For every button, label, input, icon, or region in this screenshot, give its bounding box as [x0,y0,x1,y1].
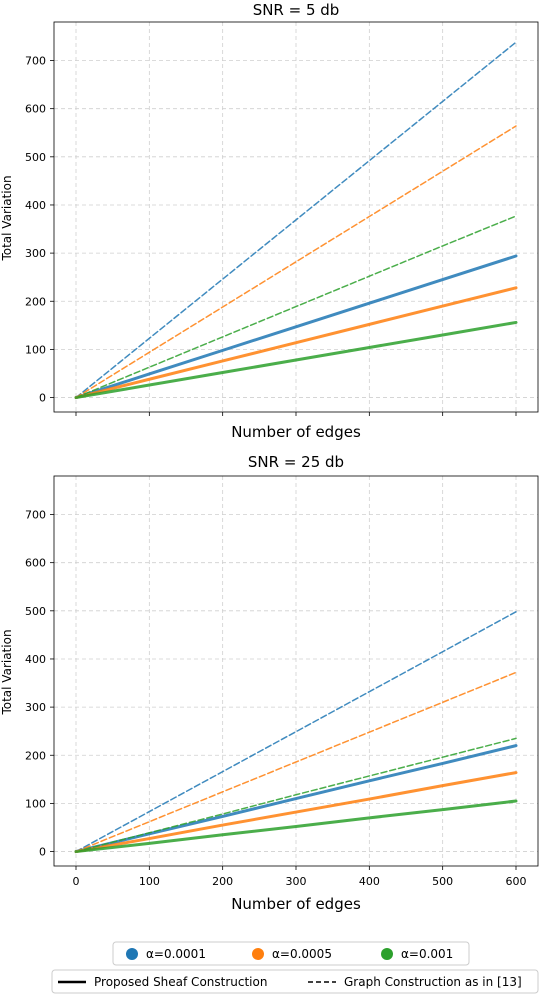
y-tick-label: 500 [25,151,46,164]
legend-colors-frame [112,941,470,966]
legend-label-proposed: Proposed Sheaf Construction [94,975,267,989]
series-line-graph-a3 [75,737,517,853]
y-tick-label: 100 [25,343,46,356]
series-line-proposed-a2 [74,286,518,400]
y-tick-label: 500 [25,605,46,618]
y-tick-label: 700 [25,55,46,68]
y-tick-label: 700 [25,509,46,522]
x-axis-title: Number of edges [231,895,361,913]
y-tick-label: 200 [25,295,46,308]
series-line-proposed-a1 [74,744,518,854]
x-tick-label: 400 [359,875,380,888]
x-tick-label: 200 [212,875,233,888]
y-tick-label: 400 [25,653,46,666]
legend-marker-a1 [126,948,138,960]
series-line-proposed-a3 [74,799,518,854]
y-tick-label: 0 [39,846,46,859]
y-tick-label: 600 [25,103,46,116]
y-axis-title: Total Variation [0,175,14,261]
series-line-graph-a2 [75,671,517,853]
legend-styles: Proposed Sheaf Construction Graph Constru… [51,969,539,994]
y-tick-label: 200 [25,749,46,762]
legend-marker-a2 [252,948,264,960]
y-tick-label: 400 [25,199,46,212]
y-tick-label: 0 [39,392,46,405]
y-tick-label: 600 [25,557,46,570]
series-line-graph-a1 [75,41,517,399]
series-line-proposed-a2 [74,771,518,854]
legend-colors: α=0.0001 α=0.0005 α=0.001 [112,941,470,966]
x-tick-label: 600 [506,875,527,888]
legend-label-graph: Graph Construction as in [13] [344,975,522,989]
series-line-graph-a3 [75,215,517,399]
legend-label-a3: α=0.001 [401,947,453,961]
x-tick-label: 0 [73,875,80,888]
y-tick-label: 300 [25,701,46,714]
legend-styles-frame [51,969,539,994]
series-line-graph-a2 [75,125,517,399]
x-tick-label: 300 [286,875,307,888]
panel-title: SNR = 25 db [248,453,344,471]
chart-panel-snr-5: SNR = 5 db Total Variation Number of edg… [0,1,539,441]
series-line-proposed-a1 [74,254,518,400]
y-tick-label: 300 [25,247,46,260]
series-line-graph-a1 [75,611,517,853]
x-axis-title: Number of edges [231,423,361,441]
legend-marker-a3 [381,948,393,960]
x-tick-label: 500 [432,875,453,888]
y-tick-label: 100 [25,797,46,810]
x-tick-label: 100 [139,875,160,888]
series-line-proposed-a3 [74,320,518,400]
legend-label-a1: α=0.0001 [146,947,206,961]
y-axis-title: Total Variation [0,629,14,715]
panel-title: SNR = 5 db [253,1,340,19]
legend-label-a2: α=0.0005 [272,947,332,961]
chart-panel-snr-25: SNR = 25 db Total Variation Number of ed… [0,453,539,913]
